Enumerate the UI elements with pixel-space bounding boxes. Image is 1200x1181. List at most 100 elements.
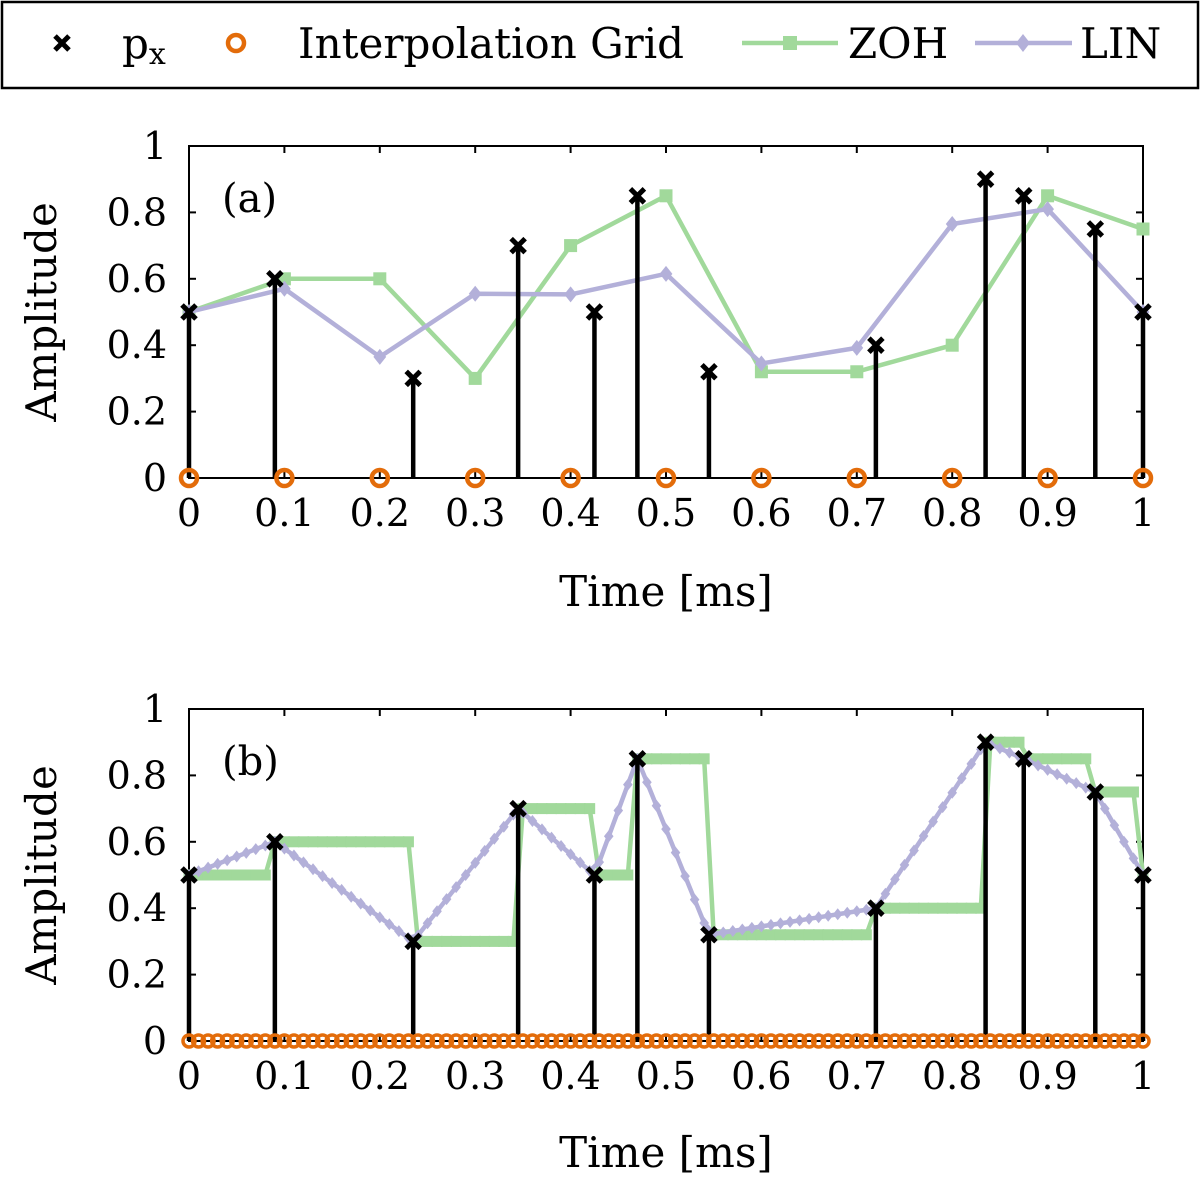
x-tick-label: 0 (177, 1054, 201, 1098)
y-tick-label: 0.8 (107, 753, 167, 797)
lin-marker (1119, 835, 1129, 848)
interp-grid-marker (1049, 1033, 1065, 1049)
zoh-marker (946, 902, 958, 914)
lin-marker (594, 856, 605, 869)
zoh-marker (1032, 753, 1044, 765)
legend-item-grid: Interpolation Grid (225, 19, 684, 68)
lin-marker (899, 858, 910, 871)
px-marker (628, 750, 647, 768)
panel-b-x-ticks: 0 0.1 0.2 0.3 0.4 0.5 0.6 0.7 0.8 0.9 1 (177, 709, 1155, 1098)
zoh-marker (355, 836, 367, 848)
zoh-marker (851, 929, 863, 941)
lin-marker (945, 216, 959, 233)
px-marker (976, 170, 995, 188)
lin-marker (1071, 777, 1082, 790)
lin-marker (804, 912, 814, 925)
interp-grid-marker (333, 1033, 350, 1049)
interp-grid-marker (677, 1033, 693, 1049)
interp-grid-marker (257, 1033, 274, 1049)
zoh-marker (546, 803, 558, 815)
panel-a: 0 0.1 0.2 0.3 0.4 0.5 0.6 0.7 0.8 0.9 1 0 0.2 0.4 0.6… (17, 124, 1155, 616)
lin-marker (947, 786, 957, 799)
legend-label-zoh: ZOH (848, 19, 948, 68)
px-marker (867, 336, 885, 354)
interp-grid-marker (178, 467, 200, 489)
lin-marker (1100, 802, 1110, 815)
zoh-marker (670, 753, 682, 765)
y-tick-label: 1 (143, 124, 167, 168)
lin-marker (527, 815, 538, 828)
interp-grid-marker (982, 1033, 999, 1049)
zoh-marker (1118, 786, 1130, 798)
lin-marker (460, 869, 471, 881)
interp-grid-marker (751, 467, 772, 489)
zoh-marker (889, 902, 901, 914)
zoh-marker (259, 869, 271, 881)
px-marker (585, 866, 604, 884)
lin-marker (756, 920, 767, 933)
interp-grid-marker (953, 1033, 970, 1049)
zoh-marker (612, 869, 624, 881)
interp-grid-marker (791, 1033, 808, 1049)
lin-marker (890, 873, 900, 886)
panel-a-zoh-series (182, 189, 1150, 385)
interp-grid-marker (715, 1033, 731, 1049)
zoh-marker (393, 836, 405, 848)
lin-marker (727, 924, 738, 937)
zoh-marker (622, 869, 634, 881)
zoh-marker (593, 869, 605, 881)
lin-marker (1033, 759, 1043, 772)
zoh-marker (832, 929, 844, 941)
lin-line (188, 206, 1145, 366)
interp-grid-marker (620, 1033, 636, 1049)
interp-grid-marker (496, 1033, 512, 1049)
panel-a-y-axis-label: Amplitude (17, 202, 66, 423)
zoh-marker (755, 929, 767, 941)
interp-grid-marker (655, 467, 677, 489)
px-marker (509, 236, 527, 255)
interp-grid-marker (772, 1033, 789, 1049)
zoh-marker (975, 902, 987, 914)
interp-grid-marker (438, 1033, 455, 1049)
zoh-marker (879, 902, 891, 914)
interp-grid-marker (1078, 1033, 1094, 1049)
x-tick-label: 1 (1131, 1054, 1155, 1098)
zoh-marker (460, 935, 472, 947)
lin-marker (231, 850, 242, 863)
lin-marker (603, 830, 614, 843)
zoh-marker (402, 836, 414, 848)
interp-grid-marker (1020, 1033, 1037, 1049)
zoh-marker (746, 929, 758, 941)
lin-marker (670, 846, 681, 859)
interp-grid-marker (941, 467, 963, 489)
interp-grid-marker (553, 1033, 569, 1049)
zoh-marker (574, 803, 586, 815)
zoh-marker (1136, 222, 1150, 236)
y-tick-label: 0 (143, 1019, 167, 1063)
lin-marker (852, 905, 862, 918)
x-tick-label: 0.1 (254, 1054, 314, 1098)
interp-grid-marker (810, 1033, 827, 1049)
lin-marker (1052, 768, 1062, 781)
zoh-marker (373, 272, 387, 286)
lin-marker (842, 906, 853, 919)
y-tick-label: 1 (143, 687, 167, 731)
interp-grid-marker (190, 1033, 207, 1049)
zoh-marker (364, 836, 376, 848)
zoh-marker (498, 935, 510, 947)
zoh-marker (679, 753, 691, 765)
interp-grid-marker (410, 1033, 426, 1049)
lin-marker (680, 870, 690, 883)
px-marker (1014, 750, 1033, 768)
lin-marker (1041, 201, 1054, 218)
x-tick-label: 0.1 (254, 491, 314, 535)
x-tick-label: 0 (177, 491, 201, 535)
interp-grid-marker (1116, 1033, 1132, 1049)
zoh-marker (689, 753, 701, 765)
x-tick-label: 0.4 (540, 491, 600, 535)
lin-marker (880, 887, 891, 900)
lin-marker (556, 839, 566, 852)
zoh-marker (383, 836, 395, 848)
lin-marker (832, 908, 843, 921)
